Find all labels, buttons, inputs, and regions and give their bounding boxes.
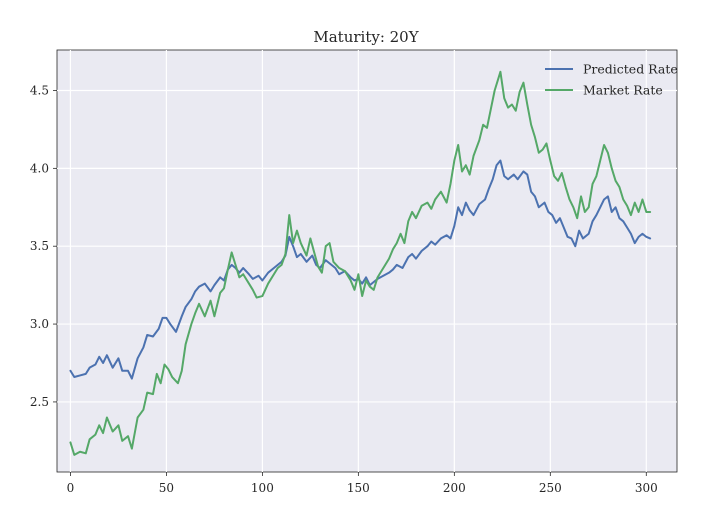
y-axis-ticks: 2.5 3.0 3.5 4.0 4.5 [30, 83, 57, 409]
x-tick-label: 200 [443, 481, 466, 495]
x-tick-label: 0 [67, 481, 75, 495]
legend-label: Market Rate [583, 83, 663, 98]
x-axis-ticks: 0 50 100 150 200 250 300 [67, 472, 658, 495]
chart-title: Maturity: 20Y [313, 28, 419, 46]
legend: Predicted Rate Market Rate [545, 62, 678, 98]
x-tick-label: 150 [347, 481, 370, 495]
x-tick-label: 300 [635, 481, 658, 495]
y-tick-label: 4.0 [30, 161, 49, 175]
y-tick-label: 3.0 [30, 317, 49, 331]
series-lines [69, 70, 652, 456]
x-tick-label: 50 [159, 481, 174, 495]
plot-background [56, 49, 678, 473]
y-tick-label: 4.5 [30, 83, 49, 97]
y-tick-label: 2.5 [30, 395, 49, 409]
x-tick-label: 100 [251, 481, 274, 495]
legend-label: Predicted Rate [583, 62, 678, 77]
grid [57, 50, 677, 472]
x-tick-label: 250 [539, 481, 562, 495]
series-line-market-rate [69, 70, 652, 456]
y-tick-label: 3.5 [30, 239, 49, 253]
series-line-predicted-rate [69, 159, 652, 380]
